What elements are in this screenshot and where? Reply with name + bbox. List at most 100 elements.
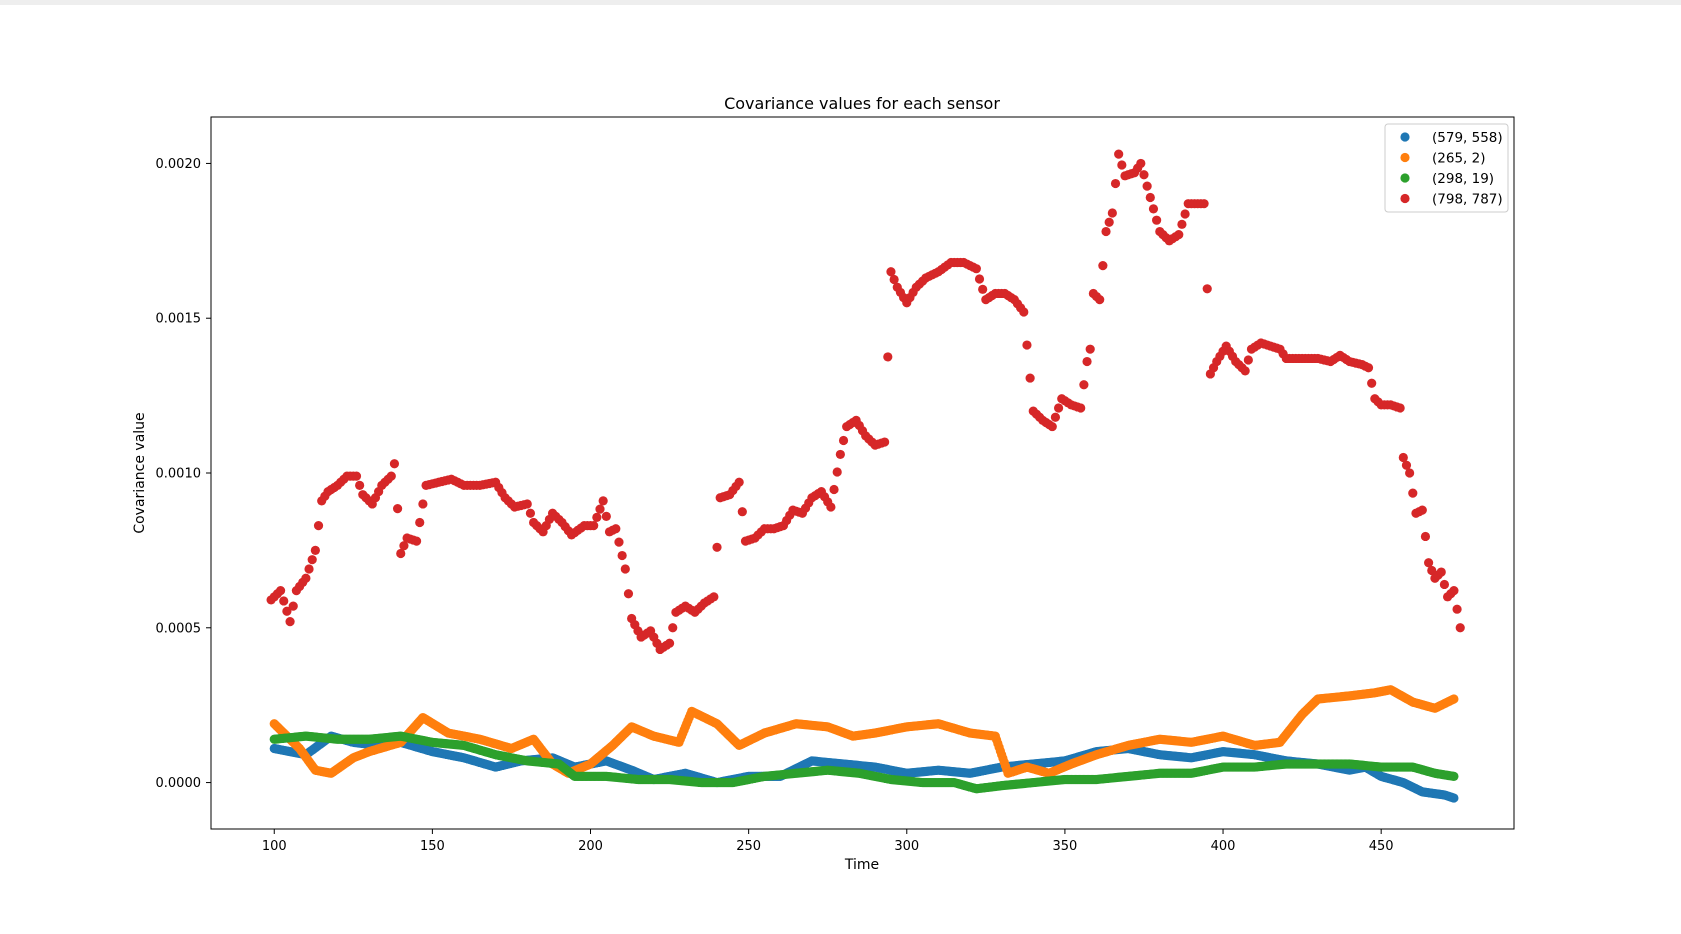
data-point: [1174, 230, 1184, 240]
data-point: [889, 274, 899, 285]
data-point: [285, 616, 295, 627]
data-point: [620, 564, 630, 574]
data-point: [1401, 460, 1412, 470]
data-point: [838, 435, 849, 446]
data-point: [614, 537, 624, 547]
series-3: [266, 149, 1465, 655]
data-point: [598, 496, 608, 506]
data-point: [351, 471, 362, 481]
data-point: [664, 638, 675, 648]
data-point: [971, 264, 981, 274]
data-point: [1427, 565, 1437, 576]
points-layer: [266, 149, 1465, 803]
legend-marker: [1400, 152, 1410, 163]
data-point: [1047, 421, 1057, 432]
data-point: [1148, 204, 1159, 214]
data-point: [1114, 149, 1124, 159]
series-1: [269, 685, 1459, 778]
data-point: [1104, 217, 1114, 227]
x-tick-label: 300: [894, 839, 919, 854]
legend-box: [1384, 123, 1509, 213]
data-point: [1117, 160, 1127, 170]
data-point: [601, 511, 611, 521]
data-point: [1022, 340, 1032, 350]
x-tick-label: 150: [420, 839, 445, 854]
data-point: [279, 596, 289, 606]
data-point: [883, 352, 893, 362]
data-point: [1076, 403, 1086, 413]
data-point: [1363, 363, 1374, 373]
data-point: [310, 545, 320, 555]
data-point: [712, 542, 722, 552]
data-point: [734, 477, 744, 487]
data-point: [1110, 178, 1121, 189]
x-axis-label: Time: [844, 857, 879, 873]
data-point: [832, 467, 842, 477]
x-tick-label: 100: [262, 839, 287, 854]
data-point: [1107, 208, 1117, 218]
data-point: [1098, 260, 1108, 271]
data-point: [1025, 373, 1035, 383]
data-point: [389, 459, 400, 469]
series-2: [269, 731, 1459, 794]
data-point: [1420, 531, 1431, 542]
legend-label: (265, 2): [1432, 151, 1485, 167]
data-point: [307, 555, 317, 565]
data-point: [1395, 403, 1405, 413]
data-point: [829, 484, 839, 495]
data-point: [1449, 771, 1459, 781]
y-tick-label: 0.0005: [156, 621, 202, 636]
data-point: [1367, 378, 1377, 388]
data-point: [1053, 403, 1064, 413]
x-tick-label: 450: [1369, 839, 1394, 854]
data-point: [282, 606, 292, 616]
data-point: [737, 507, 747, 517]
data-point: [595, 504, 605, 514]
data-point: [1199, 199, 1209, 209]
data-point: [668, 623, 678, 633]
data-point: [1243, 355, 1253, 365]
data-point: [709, 592, 719, 602]
data-point: [392, 504, 403, 514]
data-point: [399, 541, 409, 551]
x-tick-label: 400: [1211, 839, 1236, 854]
data-point: [1142, 181, 1152, 191]
data-point: [301, 573, 311, 583]
data-point: [617, 550, 627, 561]
data-point: [1019, 307, 1029, 317]
data-point: [355, 480, 365, 490]
data-point: [835, 449, 845, 460]
data-point: [1145, 192, 1155, 203]
data-point: [313, 521, 324, 531]
legend-label: (798, 787): [1432, 192, 1503, 208]
data-point: [974, 274, 985, 284]
data-point: [1452, 604, 1462, 614]
legend-label: (579, 558): [1432, 130, 1503, 146]
data-point: [525, 508, 536, 518]
data-point: [1424, 558, 1434, 568]
data-point: [880, 437, 890, 447]
legend-label: (298, 19): [1432, 171, 1494, 187]
y-tick-label: 0.0015: [156, 312, 202, 327]
data-point: [1180, 209, 1190, 219]
x-tick-label: 200: [578, 839, 603, 854]
data-point: [1449, 793, 1459, 803]
data-point: [288, 601, 298, 611]
data-point: [1136, 158, 1146, 169]
data-point: [1449, 586, 1459, 596]
legend-marker: [1400, 173, 1410, 183]
y-tick-label: 0.0020: [156, 157, 202, 172]
chart-title: Covariance values for each sensor: [724, 94, 1000, 113]
data-point: [1050, 412, 1061, 422]
window-top-edge: [0, 0, 1681, 5]
data-point: [1079, 380, 1089, 390]
data-point: [978, 284, 988, 294]
data-point: [1095, 295, 1105, 305]
y-axis-label: Covariance value: [132, 412, 148, 533]
data-point: [1101, 226, 1111, 237]
data-point: [589, 521, 599, 531]
y-tick-label: 0.0000: [156, 776, 202, 791]
y-axis: 0.0000 0.0005 0.0010 0.0015 0.0020: [156, 157, 211, 791]
data-point: [411, 536, 422, 546]
